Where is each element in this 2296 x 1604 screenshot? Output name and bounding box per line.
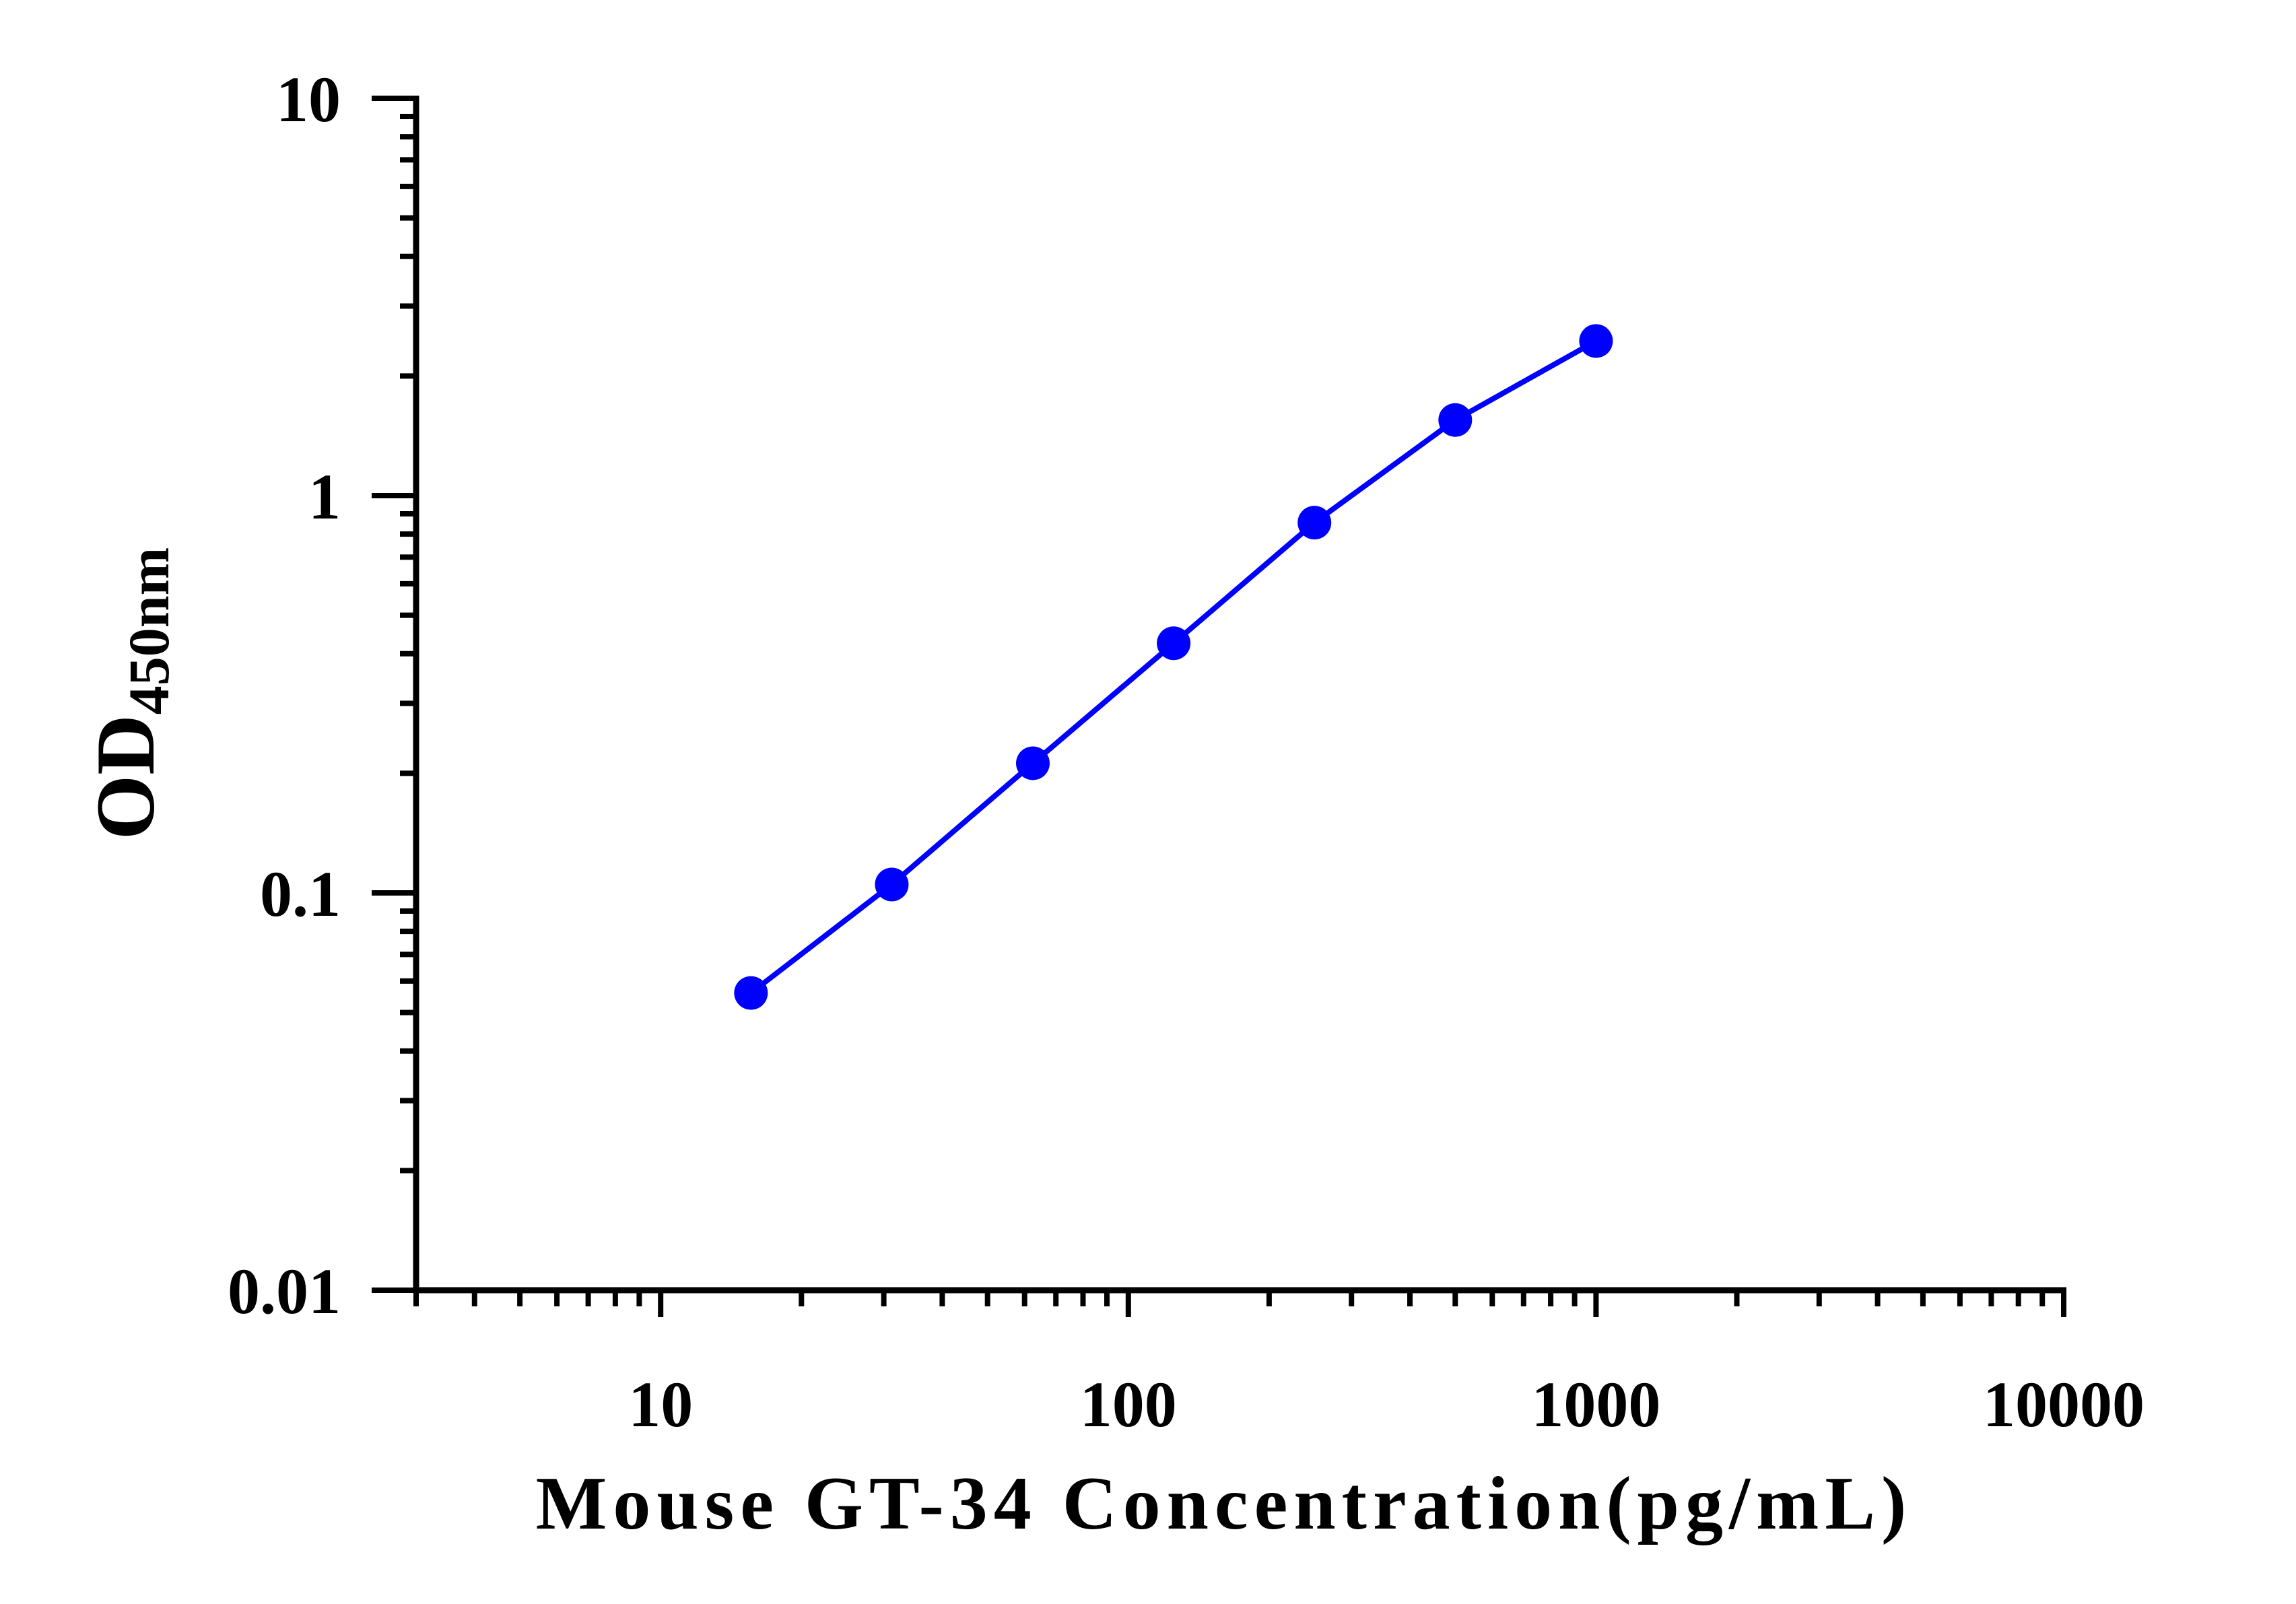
y-tick-label: 1: [308, 461, 341, 533]
x-axis-title: Mouse GT-34 Concentration(pg/mL): [536, 1462, 1913, 1545]
ticks: [372, 96, 2066, 1317]
y-tick-label: 0.01: [228, 1255, 341, 1327]
y-tick-label: 10: [276, 63, 341, 135]
y-axis-title-main: OD: [79, 714, 172, 840]
tick-labels: 10 100 1000 10000 0.01 0.1 1 10: [228, 63, 2145, 1440]
data-point: [1016, 746, 1050, 780]
series-line: [749, 338, 1598, 995]
data-point: [875, 867, 909, 902]
series: [734, 324, 1613, 1010]
y-axis-title-subscript: 450nm: [116, 547, 181, 714]
x-tick-label: 10000: [1983, 1368, 2145, 1440]
x-tick-label: 1000: [1531, 1368, 1660, 1440]
data-point: [1438, 403, 1473, 437]
y-axis-title: OD450nm: [79, 547, 181, 840]
x-tick-label: 10: [628, 1368, 693, 1440]
axes: [413, 96, 2066, 1294]
data-point: [1297, 506, 1332, 540]
y-tick-label: 0.1: [260, 858, 341, 930]
data-point: [734, 976, 768, 1010]
x-tick-label: 100: [1080, 1368, 1177, 1440]
data-point: [1579, 324, 1613, 358]
data-point: [1157, 626, 1191, 661]
